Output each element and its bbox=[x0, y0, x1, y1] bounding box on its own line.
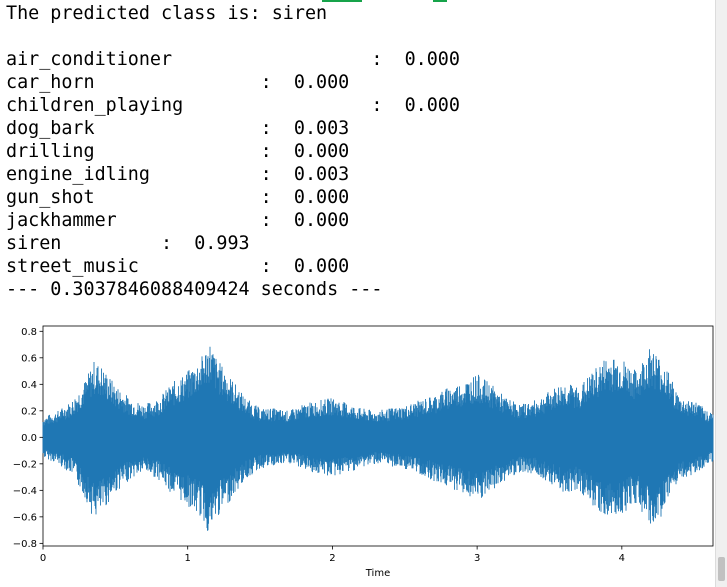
timing-line: --- 0.3037846088409424 seconds --- bbox=[6, 279, 383, 300]
axis-ticks: 0.8 0.6 0.4 0.2 0.0 −0.2 −0.4 −0.6 −0.80 1 2 3 4 bbox=[13, 327, 625, 564]
class-score-line: dog_bark : 0.003 bbox=[6, 118, 350, 139]
class-score-line: gun_shot : 0.000 bbox=[6, 187, 350, 208]
previous-cell-output-edge bbox=[0, 0, 718, 2]
previous-cell-output-accent bbox=[433, 0, 447, 2]
x-tick-label: 2 bbox=[329, 553, 335, 564]
class-score-line: children_playing : 0.000 bbox=[6, 95, 460, 116]
class-score-line: drilling : 0.000 bbox=[6, 141, 350, 162]
class-score-line: air_conditioner : 0.000 bbox=[6, 49, 460, 70]
y-tick-label: 0.0 bbox=[21, 433, 37, 444]
class-score-line: jackhammer : 0.000 bbox=[6, 210, 350, 231]
x-tick-label: 0 bbox=[40, 553, 46, 564]
x-tick-label: 1 bbox=[185, 553, 191, 564]
cell-output-text: The predicted class is: siren air_condit… bbox=[6, 2, 460, 301]
waveform-chart: 0.8 0.6 0.4 0.2 0.0 −0.2 −0.4 −0.6 −0.80 1 2 3 4 Tim… bbox=[13, 325, 714, 579]
y-tick-label: −0.4 bbox=[13, 486, 37, 497]
vertical-scrollbar[interactable] bbox=[715, 0, 727, 587]
waveform-plot: 0.8 0.6 0.4 0.2 0.0 −0.2 −0.4 −0.6 −0.8 0 1 2 3 4 Tim… bbox=[0, 318, 716, 587]
y-tick-label: −0.2 bbox=[13, 459, 37, 470]
y-tick-label: −0.8 bbox=[13, 539, 37, 550]
class-score-line: street_music : 0.000 bbox=[6, 256, 350, 277]
y-tick-label: 0.6 bbox=[21, 353, 37, 364]
waveform-series bbox=[42, 346, 714, 531]
previous-cell-output-accent bbox=[322, 0, 362, 2]
x-axis-label: Time bbox=[365, 568, 390, 579]
scrollbar-thumb[interactable] bbox=[718, 557, 725, 581]
prediction-line: The predicted class is: siren bbox=[6, 3, 328, 24]
class-score-line: car_horn : 0.000 bbox=[6, 72, 350, 93]
y-tick-label: 0.4 bbox=[21, 380, 37, 391]
class-score-line: siren : 0.993 bbox=[6, 233, 250, 254]
x-tick-label: 4 bbox=[619, 553, 625, 564]
y-tick-label: 0.2 bbox=[21, 406, 37, 417]
x-tick-label: 3 bbox=[474, 553, 480, 564]
y-tick-label: 0.8 bbox=[21, 327, 37, 338]
y-tick-label: −0.6 bbox=[13, 512, 37, 523]
class-score-line: engine_idling : 0.003 bbox=[6, 164, 350, 185]
waveform-line bbox=[42, 346, 714, 531]
